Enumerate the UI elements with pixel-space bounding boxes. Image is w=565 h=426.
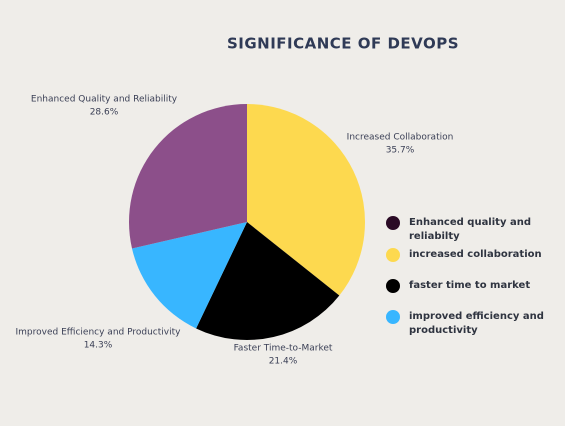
slice-value-label: 28.6%: [90, 108, 119, 118]
pie-slice: [247, 104, 365, 296]
legend-swatch: [386, 279, 400, 293]
legend-label: increased collaboration: [409, 249, 542, 260]
pie-slice: [132, 222, 247, 329]
slice-label: Improved Efficiency and Productivity: [16, 328, 182, 338]
legend-swatch: [386, 248, 400, 262]
legend-swatch: [386, 310, 400, 324]
chart-title: SIGNIFICANCE OF DEVOPS: [227, 35, 459, 53]
slice-label: Increased Collaboration: [347, 133, 454, 143]
slice-value-label: 35.7%: [386, 146, 415, 156]
legend-label: faster time to market: [409, 280, 531, 291]
legend-label: improved efficiency and productivity: [409, 311, 544, 336]
pie-slice: [129, 104, 247, 249]
legend-label: Enhanced quality and reliabilty: [409, 217, 531, 242]
slice-label: Enhanced Quality and Reliability: [31, 95, 178, 105]
slice-label: Faster Time-to-Market: [234, 344, 333, 354]
legend-swatch: [386, 216, 400, 230]
slice-value-label: 21.4%: [269, 357, 298, 367]
pie-slice: [196, 222, 340, 340]
slice-value-label: 14.3%: [84, 341, 113, 351]
